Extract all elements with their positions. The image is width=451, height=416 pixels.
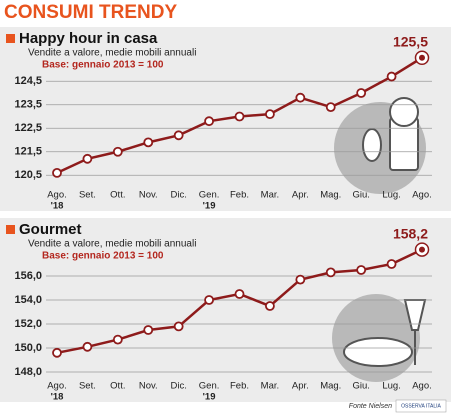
x-tick-label: Feb. bbox=[230, 381, 249, 392]
icon-gourmet bbox=[332, 294, 427, 382]
marker bbox=[295, 274, 306, 285]
x-tick-sublabel: '18 bbox=[51, 201, 64, 212]
x-tick-label: Set. bbox=[79, 381, 96, 392]
x-tick-label: Mar. bbox=[261, 381, 279, 392]
x-tick-label: Gen. bbox=[199, 381, 220, 392]
y-tick-label: 123,5 bbox=[14, 99, 42, 111]
x-tick-label: Ott. bbox=[110, 381, 125, 392]
chart-title: Gourmet bbox=[19, 221, 82, 238]
x-tick-label: Giu. bbox=[352, 190, 369, 201]
x-tick-label: Feb. bbox=[230, 190, 249, 201]
marker bbox=[356, 88, 367, 98]
marker bbox=[112, 146, 123, 157]
marker bbox=[173, 321, 184, 332]
x-tick-label: Apr. bbox=[292, 190, 309, 201]
x-tick-label: Dic. bbox=[170, 381, 186, 392]
x-tick-label: Mar. bbox=[261, 190, 279, 201]
x-tick-sublabel: '18 bbox=[51, 392, 64, 403]
x-tick-label: Mag. bbox=[320, 190, 341, 201]
marker bbox=[82, 341, 93, 352]
marker bbox=[234, 289, 245, 299]
page-title: CONSUMI TRENDY bbox=[4, 2, 177, 23]
y-tick-label: 150,0 bbox=[14, 342, 42, 354]
marker bbox=[173, 130, 184, 141]
x-tick-label: Ago. bbox=[412, 190, 432, 201]
logo: OSSERVA ITALIA bbox=[401, 403, 441, 409]
marker bbox=[82, 153, 93, 164]
marker bbox=[386, 71, 397, 82]
x-tick-label: Set. bbox=[79, 190, 96, 201]
marker bbox=[419, 246, 425, 253]
title-square bbox=[6, 225, 15, 234]
marker bbox=[204, 116, 214, 127]
note: Base: gennaio 2013 = 100 bbox=[42, 251, 164, 262]
x-tick-label: Gen. bbox=[199, 190, 220, 201]
x-tick-label: Ago. bbox=[47, 381, 67, 392]
subtitle: Vendite a valore, medie mobili annuali bbox=[28, 48, 196, 59]
y-tick-label: 156,0 bbox=[14, 270, 42, 282]
y-tick-label: 152,0 bbox=[14, 318, 42, 330]
marker bbox=[265, 301, 275, 311]
marker bbox=[52, 347, 62, 358]
x-tick-label: Mag. bbox=[320, 381, 341, 392]
title-square bbox=[6, 34, 15, 43]
marker bbox=[325, 102, 336, 112]
marker bbox=[325, 267, 336, 278]
marker bbox=[356, 265, 367, 275]
x-tick-label: Ott. bbox=[110, 190, 125, 201]
x-tick-label: Apr. bbox=[292, 381, 309, 392]
logo-box bbox=[395, 399, 447, 413]
x-tick-sublabel: '19 bbox=[203, 392, 216, 403]
marker bbox=[112, 334, 123, 345]
y-tick-label: 148,0 bbox=[14, 366, 42, 378]
marker bbox=[234, 111, 245, 122]
x-tick-label: Lug. bbox=[382, 190, 401, 201]
x-tick-label: Dic. bbox=[170, 190, 186, 201]
x-tick-label: Lug. bbox=[382, 381, 401, 392]
marker bbox=[265, 109, 275, 120]
x-tick-sublabel: '19 bbox=[203, 201, 216, 212]
subtitle: Vendite a valore, medie mobili annuali bbox=[28, 239, 196, 250]
y-tick-label: 154,0 bbox=[14, 294, 42, 306]
marker bbox=[52, 167, 62, 178]
x-tick-label: Ago. bbox=[47, 190, 67, 201]
x-tick-label: Nov. bbox=[139, 190, 158, 201]
source: Fonte Nielsen bbox=[349, 403, 392, 410]
x-tick-label: Ago. bbox=[412, 381, 432, 392]
marker bbox=[419, 54, 425, 61]
marker bbox=[386, 259, 397, 269]
marker bbox=[143, 137, 154, 148]
y-tick-label: 124,5 bbox=[14, 75, 42, 87]
x-tick-label: Nov. bbox=[139, 381, 158, 392]
y-tick-label: 121,5 bbox=[14, 146, 42, 158]
value-label: 158,2 bbox=[393, 225, 428, 241]
y-tick-label: 122,5 bbox=[14, 122, 42, 134]
chart-title: Happy hour in casa bbox=[19, 30, 158, 47]
marker bbox=[204, 295, 214, 305]
marker bbox=[295, 92, 306, 103]
y-tick-label: 120,5 bbox=[14, 169, 42, 181]
value-label: 125,5 bbox=[393, 33, 428, 49]
note: Base: gennaio 2013 = 100 bbox=[42, 60, 164, 71]
x-tick-label: Giu. bbox=[352, 381, 369, 392]
marker bbox=[143, 325, 154, 335]
